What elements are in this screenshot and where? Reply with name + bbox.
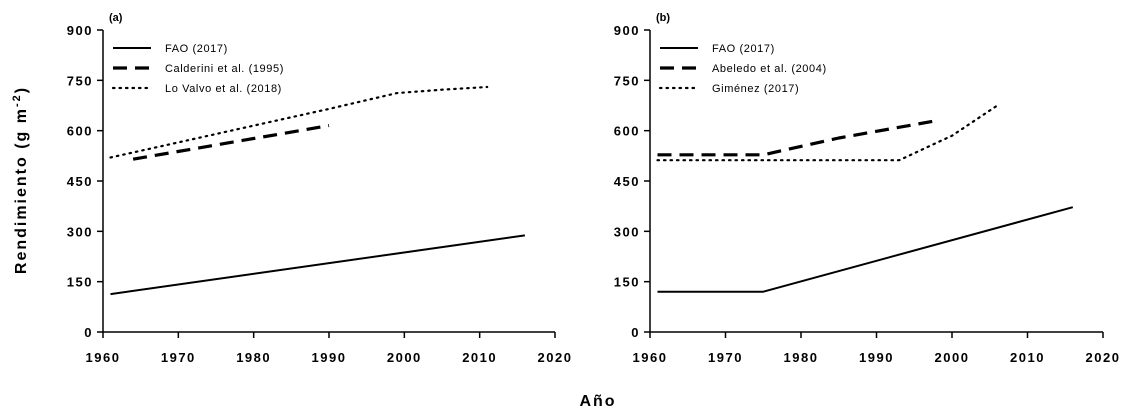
panel-b-x-tick-label: 1990	[859, 350, 894, 365]
panel-b-x-tick-label: 1960	[633, 350, 668, 365]
panel-b-y-tick-label: 600	[614, 124, 640, 139]
panel-b-series-second-line	[657, 119, 938, 157]
panel-a-x-tick-label: 2000	[387, 350, 422, 365]
panel-b-x-tick-label: 2010	[1010, 350, 1045, 365]
panel-a-legend-label-fao: FAO (2017)	[165, 43, 228, 55]
panel-b-x-tick-label: 2020	[1086, 350, 1121, 365]
y-axis-title-superscript: -2	[11, 93, 23, 107]
panel-b-x-tick-label: 1980	[784, 350, 819, 365]
panel-a-y-tick-label: 600	[67, 124, 93, 139]
panel-a-legend-label-second: Calderini et al. (1995)	[165, 63, 284, 75]
panel-a: 0 150 300 450 600 750 900 1960 1970 1980 1990 2000 2…	[67, 12, 573, 365]
y-axis-title-main: Rendimiento (g m	[13, 107, 30, 274]
panel-b-legend-label-second: Abeledo et al. (2004)	[712, 63, 827, 75]
panel-a-x-tick-label: 1970	[161, 350, 196, 365]
panel-b-label: (b)	[656, 12, 670, 24]
panel-b-y-tick-label: 900	[614, 23, 640, 38]
panel-a-x-tick-label: 2010	[462, 350, 497, 365]
panel-a-y-tick-label: 150	[67, 275, 93, 290]
panel-b-y-tick-label: 150	[614, 275, 640, 290]
panel-a-y-tick-label: 750	[67, 73, 93, 88]
panel-b: 0 150 300 450 600 750 900 1960 1970 1980 1990 2000 2…	[614, 12, 1121, 365]
panel-a-label: (a)	[109, 12, 123, 24]
panel-a-x-tick-label: 2020	[538, 350, 573, 365]
panel-a-x-tick-label: 1980	[236, 350, 271, 365]
panel-b-x-tick-label: 1970	[708, 350, 743, 365]
panel-a-series-second-line	[132, 124, 330, 161]
panel-b-series-third-line	[656, 104, 999, 162]
panel-b-x-tick-label: 2000	[935, 350, 970, 365]
panel-a-legend-label-third: Lo Valvo et al. (2018)	[165, 83, 282, 95]
panel-b-y-tick-label: 300	[614, 224, 640, 239]
y-axis-title: Rendimiento (g m-2)	[11, 86, 30, 274]
panel-a-x-tick-label: 1990	[312, 350, 347, 365]
panel-a-y-tick-label: 300	[67, 224, 93, 239]
panel-a-y-tick-label: 450	[67, 174, 93, 189]
panel-b-legend-label-fao: FAO (2017)	[712, 43, 775, 55]
panel-a-series-fao-line	[110, 234, 526, 296]
panel-b-y-tick-label: 450	[614, 174, 640, 189]
panel-b-series-fao-line	[657, 206, 1074, 293]
y-axis-title-close: )	[13, 86, 30, 93]
panel-a-x-tick-label: 1960	[86, 350, 121, 365]
x-axis-title: Año	[579, 393, 616, 410]
panel-a-series-third-line	[109, 85, 489, 159]
panel-a-y-tick-label: 900	[67, 23, 93, 38]
panel-b-legend-label-third: Giménez (2017)	[712, 83, 799, 95]
panel-a-y-tick-label: 0	[84, 325, 93, 340]
panel-b-y-tick-label: 0	[631, 325, 640, 340]
panel-b-y-tick-label: 750	[614, 73, 640, 88]
